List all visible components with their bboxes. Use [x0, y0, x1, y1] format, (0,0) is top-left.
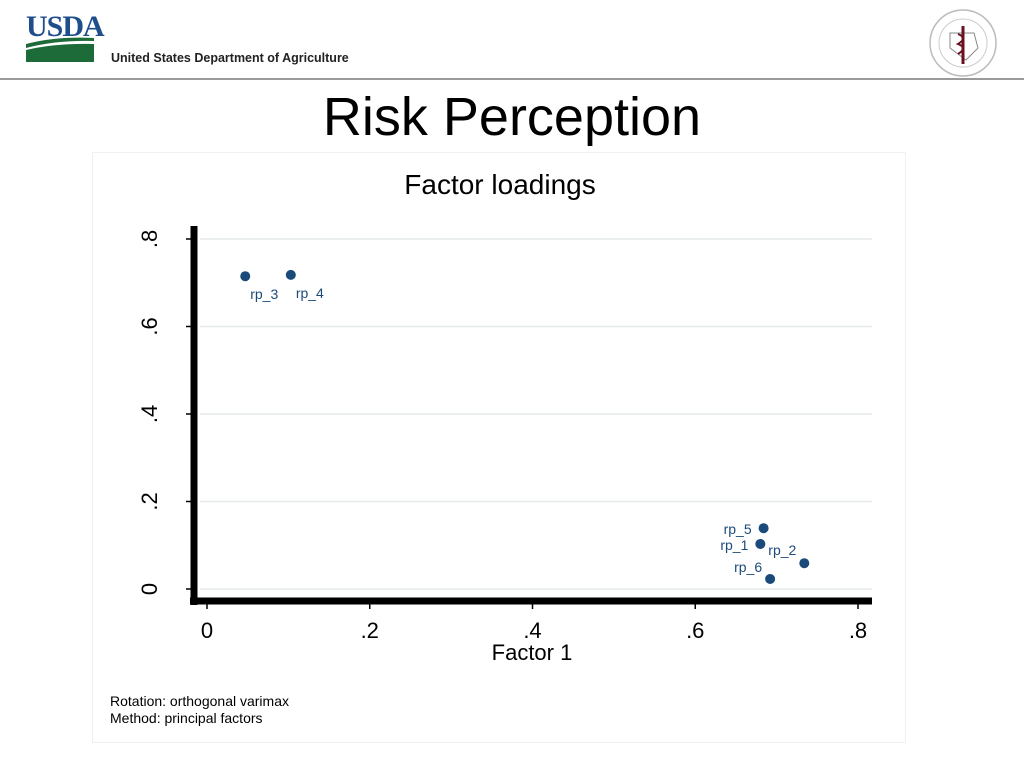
usda-logo-text: USDA	[26, 10, 105, 43]
data-point-rp_1	[755, 538, 766, 549]
x-tick-label: 0	[201, 618, 213, 643]
point-label-rp_1: rp_1	[720, 537, 748, 553]
x-tick-label: .6	[686, 618, 704, 643]
point-label-rp_6: rp_6	[734, 559, 762, 575]
data-point-rp_3	[240, 271, 251, 282]
tamu-seal-logo	[929, 9, 997, 77]
y-tick-label: .2	[137, 492, 162, 510]
point-label-rp_2: rp_2	[768, 542, 796, 558]
header-divider	[0, 78, 1024, 80]
point-label-rp_3: rp_3	[250, 286, 278, 302]
usda-logo	[26, 37, 94, 62]
chart-title: Factor loadings	[404, 169, 595, 200]
data-point-rp_6	[765, 573, 776, 584]
data-point-rp_2	[799, 558, 810, 569]
method-note: Method: principal factors	[110, 710, 263, 726]
point-label-rp_4: rp_4	[296, 285, 324, 301]
chart-frame	[92, 152, 906, 743]
y-tick-label: .4	[137, 405, 162, 423]
x-tick-label: .8	[849, 618, 867, 643]
x-axis-label: Factor 1	[492, 640, 573, 665]
data-point-rp_5	[758, 523, 769, 534]
rotation-note: Rotation: orthogonal varimax	[110, 693, 289, 709]
agency-name: United States Department of Agriculture	[111, 51, 349, 65]
data-point-rp_4	[285, 269, 296, 280]
slide-title: Risk Perception	[322, 87, 702, 147]
y-tick-label: .6	[137, 317, 162, 335]
y-tick-label: 0	[137, 583, 162, 595]
x-tick-label: .4	[523, 618, 541, 643]
point-label-rp_5: rp_5	[724, 521, 752, 537]
y-tick-label: .8	[137, 230, 162, 248]
x-tick-label: .2	[361, 618, 379, 643]
